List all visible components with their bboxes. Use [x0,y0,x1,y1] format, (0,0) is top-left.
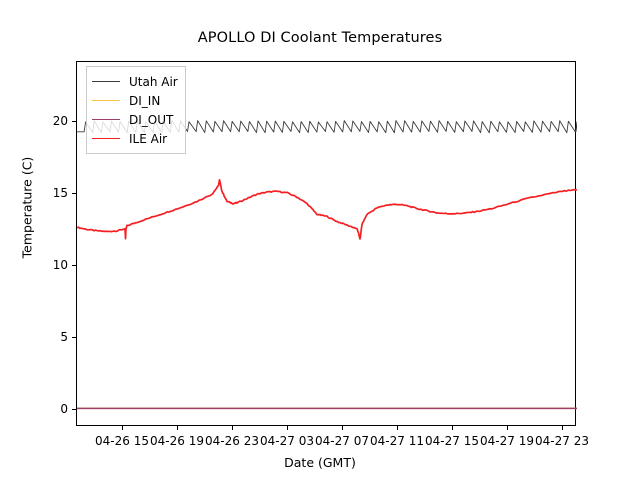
legend-swatch-utah-air [92,81,120,82]
y-tick-label: 10 [52,258,68,273]
y-tick-label: 20 [52,114,68,129]
legend-swatch-di-out [92,119,120,120]
y-tick-mark [72,121,76,123]
legend-label: Utah Air [129,74,178,89]
x-tick-mark [507,426,508,430]
y-tick-label: 0 [60,401,68,416]
legend-item[interactable]: DI_OUT [92,110,178,129]
legend-label: ILE Air [129,131,168,146]
x-tick-label: 04-26 19 [150,434,204,448]
y-tick-label: 5 [60,329,68,344]
x-tick-label: 04-26 15 [95,434,149,448]
x-tick-label: 04-27 19 [480,434,534,448]
legend-label: DI_IN [129,93,161,108]
x-tick-mark [287,426,288,430]
x-tick-label: 04-27 23 [535,434,589,448]
x-tick-label: 04-27 07 [315,434,369,448]
x-axis-label: Date (GMT) [284,455,356,470]
legend-item[interactable]: Utah Air [92,72,178,91]
x-tick-mark [232,426,233,430]
x-tick-mark [397,426,398,430]
legend-item[interactable]: DI_IN [92,91,178,110]
legend-swatch-di-in [92,100,120,101]
series-line-ile-air [77,178,577,240]
y-tick-mark [72,265,76,267]
chart-title: APOLLO DI Coolant Temperatures [197,30,443,46]
x-tick-label: 04-27 11 [370,434,424,448]
series-lines [77,120,577,410]
y-tick-mark [72,193,76,195]
y-tick-mark [72,336,76,338]
x-tick-mark [452,426,453,430]
y-tick-label: 15 [52,186,68,201]
legend-label: DI_OUT [129,112,174,127]
x-tick-mark [342,426,343,430]
x-tick-mark [562,426,563,430]
chart-legend: Utah Air DI_IN DI_OUT ILE Air [86,66,186,154]
x-tick-mark [177,426,178,430]
x-tick-label: 04-26 23 [205,434,259,448]
y-tick-mark [72,408,76,410]
legend-swatch-ile-air [92,138,120,139]
x-tick-label: 04-27 15 [425,434,479,448]
x-tick-label: 04-27 03 [260,434,314,448]
legend-item[interactable]: ILE Air [92,129,178,148]
x-tick-mark [122,426,123,430]
